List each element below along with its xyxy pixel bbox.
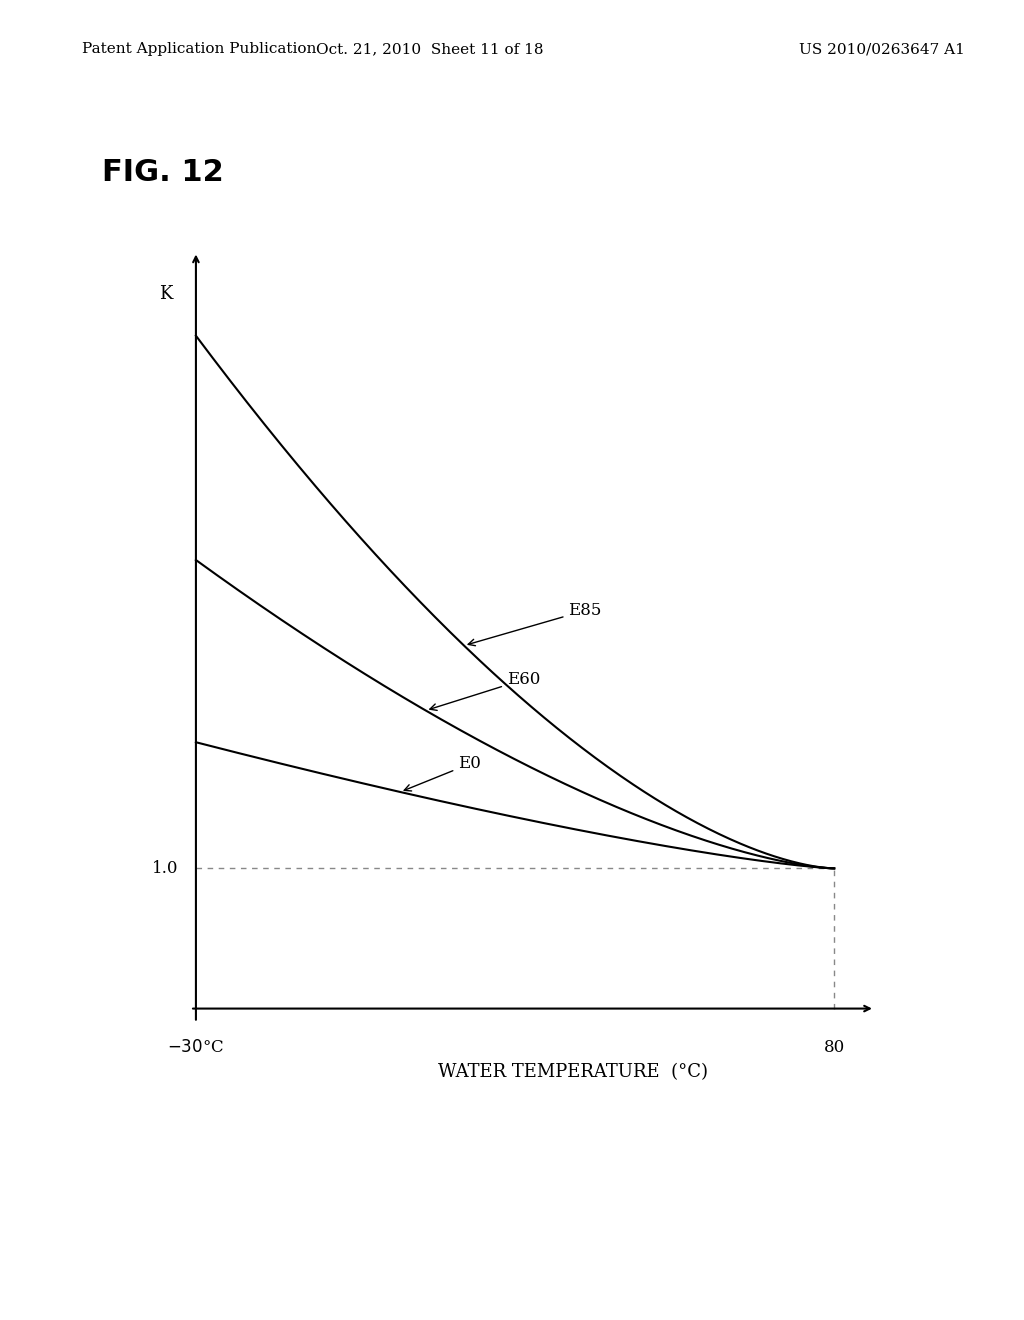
- Text: FIG. 12: FIG. 12: [102, 158, 224, 187]
- Text: 80: 80: [823, 1039, 845, 1056]
- Text: E0: E0: [404, 755, 481, 791]
- Text: E85: E85: [468, 602, 602, 645]
- Text: 1.0: 1.0: [152, 859, 178, 876]
- Text: WATER TEMPERATURE  (°C): WATER TEMPERATURE (°C): [438, 1063, 709, 1081]
- Text: US 2010/0263647 A1: US 2010/0263647 A1: [799, 42, 965, 57]
- Text: Patent Application Publication: Patent Application Publication: [82, 42, 316, 57]
- Text: $-30$°C: $-30$°C: [167, 1039, 224, 1056]
- Text: Oct. 21, 2010  Sheet 11 of 18: Oct. 21, 2010 Sheet 11 of 18: [316, 42, 544, 57]
- Text: E60: E60: [430, 671, 541, 710]
- Text: K: K: [160, 285, 173, 302]
